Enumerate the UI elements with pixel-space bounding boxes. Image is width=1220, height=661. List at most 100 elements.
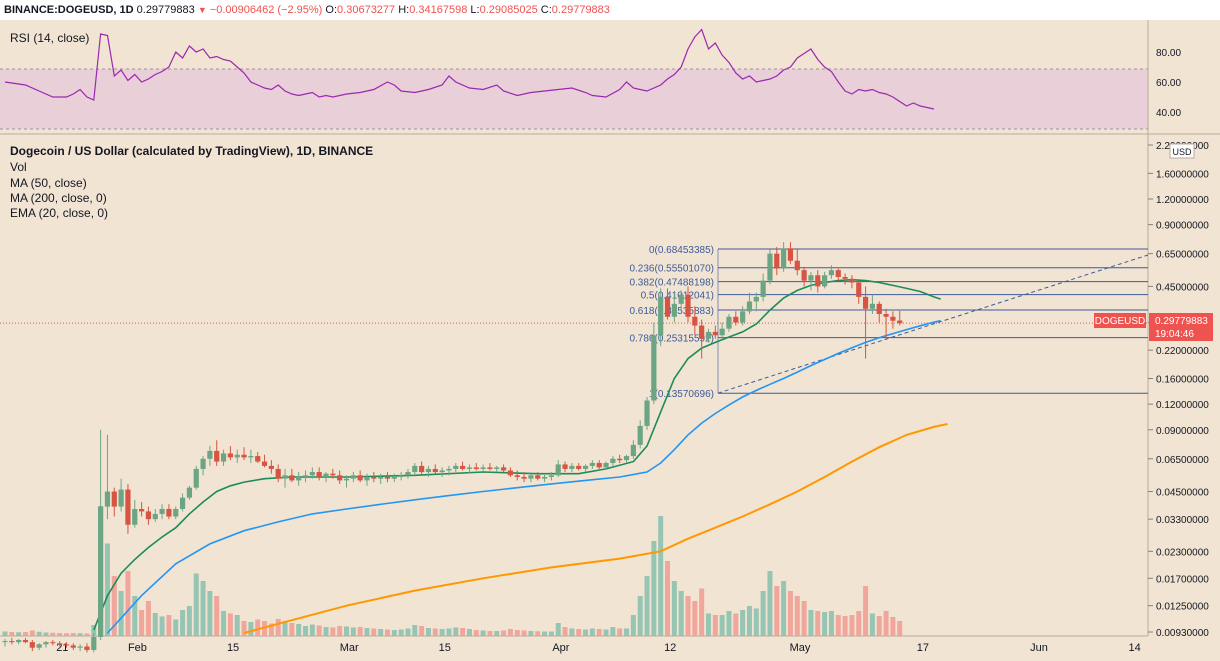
volume-bars: [2, 506, 903, 636]
time-tick-label: Apr: [552, 642, 569, 654]
rsi-tick-label: 40.00: [1156, 108, 1181, 119]
volume-bar: [637, 596, 643, 636]
candle-body: [726, 316, 732, 329]
fib-level-label: 0.236(0.55501070): [629, 264, 714, 275]
candle-body: [261, 461, 268, 466]
candle-body: [862, 296, 869, 309]
rsi-axis[interactable]: 80.00 60.00 40.00: [1156, 48, 1181, 119]
symbol-title[interactable]: BINANCE:DOGEUSD, 1D: [4, 4, 134, 16]
candle-body: [63, 644, 70, 646]
volume-bar: [412, 625, 418, 636]
volume-bar: [425, 628, 431, 636]
legend-vol[interactable]: Vol: [10, 160, 27, 174]
volume-bar: [384, 629, 390, 636]
volume-bar: [774, 586, 780, 636]
legend-ma50[interactable]: MA (50, close): [10, 176, 87, 190]
time-axis[interactable]: 21 Feb 15 Mar 15 Apr 12 May 17 Jun 14: [56, 642, 1141, 654]
fib-level-label: 0.5(0.41012041): [641, 291, 714, 302]
fib-level-label: 0.786(0.25315592): [629, 334, 714, 345]
volume-bar: [828, 611, 834, 636]
currency-tag: USD: [1172, 147, 1192, 157]
volume-bar: [91, 625, 97, 636]
candle-body: [193, 468, 199, 488]
volume-bar: [596, 629, 602, 636]
volume-bar: [180, 610, 186, 636]
price-tick-label: 0.45000000: [1156, 282, 1209, 293]
candle-body: [337, 475, 343, 481]
volume-bar: [159, 616, 165, 636]
candle-body: [159, 508, 165, 514]
candle-body: [487, 467, 493, 469]
volume-bar: [275, 619, 281, 636]
volume-bar: [166, 615, 172, 636]
time-tick-label: May: [790, 642, 811, 654]
volume-bar: [350, 627, 356, 636]
volume-bar: [719, 615, 725, 636]
trend-line[interactable]: [717, 254, 1149, 394]
price-axis[interactable]: 2.200000001.600000001.200000000.90000000…: [1148, 141, 1209, 639]
volume-bar: [507, 629, 513, 636]
volume-bar: [432, 628, 438, 636]
volume-bar: [815, 611, 821, 636]
candle-body: [384, 476, 391, 479]
price-tick-label: 0.22000000: [1156, 346, 1209, 357]
ema20-line: [93, 278, 941, 631]
candle-body: [132, 508, 138, 525]
candle-body: [699, 325, 705, 339]
candle-body: [514, 475, 520, 477]
volume-bar: [542, 631, 548, 636]
open-value: 0.30673277: [337, 4, 396, 16]
candle-body: [460, 465, 466, 469]
price-tick-label: 0.00930000: [1156, 628, 1209, 639]
candle-body: [630, 444, 636, 457]
volume-bar: [371, 628, 377, 636]
candle-body: [296, 476, 302, 481]
candle-body: [36, 644, 42, 648]
candle-body: [664, 296, 671, 317]
open-label: O:: [325, 4, 338, 16]
price-tick-label: 0.09000000: [1156, 426, 1209, 437]
volume-bar: [733, 613, 739, 636]
fib-level-label: 0.618(0.34535883): [629, 306, 714, 317]
rsi-line: [4, 28, 935, 110]
candle-body: [897, 320, 903, 324]
volume-bar: [528, 631, 534, 636]
volume-bar: [494, 631, 500, 636]
chart-title[interactable]: Dogecoin / US Dollar (calculated by Trad…: [10, 144, 374, 158]
price-tick-label: 0.16000000: [1156, 375, 1209, 386]
volume-bar: [535, 631, 541, 636]
legend-ma200[interactable]: MA (200, close, 0): [10, 191, 107, 205]
volume-bar: [36, 631, 42, 636]
candle-body: [712, 331, 718, 336]
candle-body: [405, 472, 411, 476]
volume-bar: [671, 581, 677, 636]
candle-body: [658, 296, 664, 336]
volume-bar: [221, 611, 227, 636]
volume-bar: [883, 611, 889, 636]
candle-body: [883, 314, 889, 317]
candle-body: [302, 475, 309, 477]
candle-body: [767, 253, 773, 281]
rsi-legend[interactable]: RSI (14, close): [10, 31, 90, 45]
candle-body: [29, 642, 35, 648]
volume-bar: [268, 623, 274, 636]
candle-body: [740, 311, 746, 323]
fib-retracement[interactable]: 0(0.68453385) 0.236(0.55501070) 0.382(0.47…: [629, 245, 1148, 400]
candle-body: [309, 472, 315, 476]
candle-body: [275, 468, 281, 479]
high-value: 0.34167598: [409, 4, 468, 16]
legend-ema20[interactable]: EMA (20, close, 0): [10, 206, 109, 220]
volume-bar: [740, 610, 746, 636]
volume-bar: [548, 631, 554, 636]
volume-bar: [787, 591, 793, 636]
candle-body: [842, 277, 848, 279]
volume-bar: [555, 623, 561, 636]
candle-body: [815, 275, 821, 287]
price-tick-label: 0.01700000: [1156, 574, 1209, 585]
volume-bar: [794, 596, 800, 636]
time-tick-label: 15: [439, 642, 451, 654]
volume-bar: [111, 576, 117, 636]
candle-body: [111, 491, 117, 507]
candle-body: [828, 270, 835, 276]
